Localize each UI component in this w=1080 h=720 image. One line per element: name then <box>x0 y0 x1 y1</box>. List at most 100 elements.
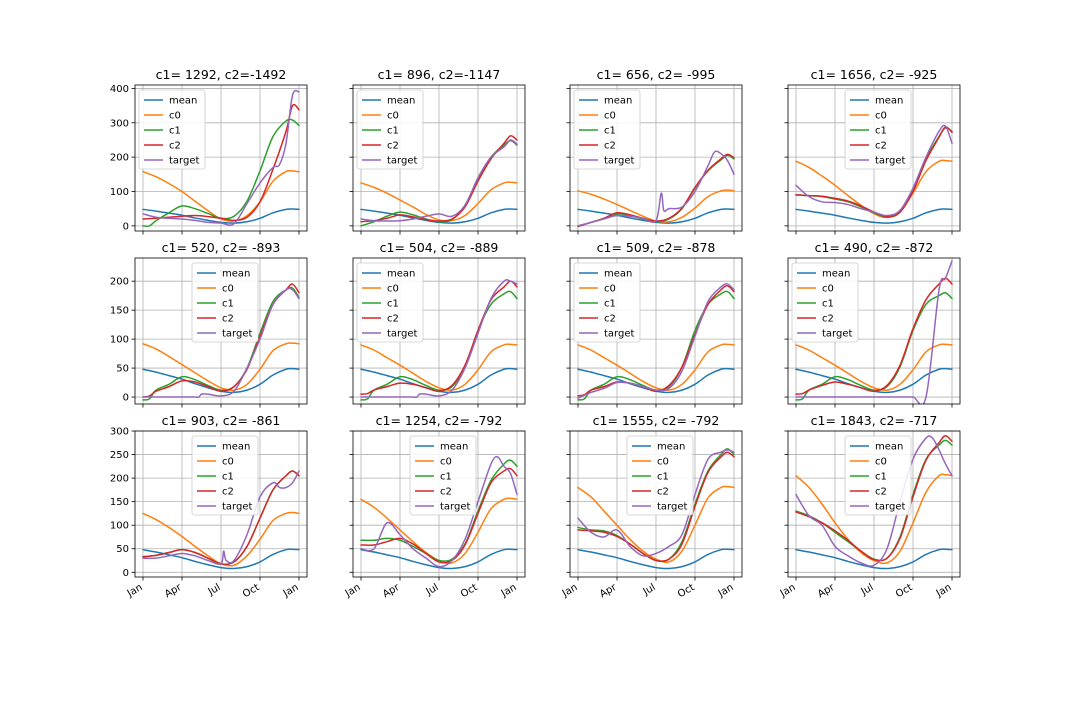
legend: mean c0 c1 c2 target <box>626 435 694 516</box>
legend-label-target: target <box>875 502 905 513</box>
legend-label-c0: c0 <box>875 457 887 468</box>
series-line-target <box>142 470 300 565</box>
series-line-c2 <box>577 451 735 562</box>
series-line-c1 <box>360 290 518 401</box>
legend-frame <box>626 435 694 516</box>
subplot-title: c1= 520, c2= -893 <box>162 240 281 255</box>
subplot-title: c1= 1292, c2=-1492 <box>156 67 287 82</box>
legend-label-c0: c0 <box>387 111 399 122</box>
series-line-c0 <box>795 159 953 219</box>
subplot-title: c1= 1843, c2= -717 <box>811 413 938 428</box>
legend: mean c0 c1 c2 target <box>791 262 859 343</box>
legend-label-c1: c1 <box>604 299 616 310</box>
series-group <box>577 448 735 570</box>
series-line-c1 <box>360 139 518 227</box>
legend-frame <box>844 89 912 170</box>
series-line-target <box>795 124 953 217</box>
legend-label-target: target <box>875 156 905 167</box>
legend-frame <box>356 89 424 170</box>
legend-frame <box>191 435 259 516</box>
y-tick-label: 200 <box>110 153 129 164</box>
legend-label-c0: c0 <box>222 457 234 468</box>
series-line-c0 <box>577 189 735 223</box>
series-line-mean <box>142 367 300 394</box>
series-line-target <box>360 139 518 222</box>
series-line-target <box>577 283 735 399</box>
series-line-mean <box>577 367 735 394</box>
legend-frame <box>573 89 641 170</box>
legend: mean c0 c1 c2 target <box>356 262 424 343</box>
legend-label-c2: c2 <box>875 141 887 152</box>
y-tick-label: 50 <box>116 544 129 555</box>
y-tick-label: 300 <box>110 427 129 438</box>
series-line-mean <box>360 208 518 224</box>
series-group <box>795 434 953 570</box>
y-tick-label: 250 <box>110 450 129 461</box>
legend-label-c2: c2 <box>387 141 399 152</box>
legend-frame <box>138 89 206 170</box>
series-line-target <box>360 279 518 399</box>
series-line-target <box>142 89 300 226</box>
series-group <box>577 283 735 401</box>
subplot-title: c1= 504, c2= -889 <box>380 240 499 255</box>
series-group <box>577 150 735 228</box>
series-group <box>142 283 300 401</box>
y-tick-label: 300 <box>110 118 129 129</box>
y-tick-label: 50 <box>116 364 129 375</box>
legend-label-c0: c0 <box>440 457 452 468</box>
legend-label-c1: c1 <box>222 299 234 310</box>
series-line-mean <box>360 367 518 394</box>
legend-label-mean: mean <box>222 269 250 280</box>
series-line-mean <box>795 548 953 570</box>
series-line-c0 <box>142 169 300 222</box>
legend-label-mean: mean <box>387 96 415 107</box>
subplot-2: c1= 896, c2=-1147 mean c0 c1 c2 target <box>349 67 526 235</box>
subplot-3: c1= 656, c2= -995 mean c0 c1 c2 target <box>566 67 743 235</box>
series-line-target <box>577 150 735 227</box>
legend-frame <box>409 435 477 516</box>
series-line-mean <box>795 208 953 224</box>
subplot-6: c1= 504, c2= -889 mean c0 c1 c2 target <box>349 240 526 408</box>
series-line-c2 <box>360 467 518 564</box>
legend-frame <box>791 262 859 343</box>
subplot-4: c1= 1656, c2= -925 mean c0 c1 c2 target <box>784 67 961 235</box>
legend-frame <box>356 262 424 343</box>
legend-label-c2: c2 <box>822 314 834 325</box>
legend-label-c2: c2 <box>169 141 181 152</box>
legend-label-c1: c1 <box>169 126 181 137</box>
series-group <box>795 260 953 404</box>
legend-label-c1: c1 <box>440 472 452 483</box>
legend-label-c2: c2 <box>875 487 887 498</box>
series-group <box>360 279 518 401</box>
series-line-c2 <box>360 135 518 223</box>
legend-label-target: target <box>387 156 417 167</box>
subplot-title: c1= 490, c2= -872 <box>815 240 934 255</box>
subplot-8: c1= 490, c2= -872 mean c0 c1 c2 target <box>784 240 961 408</box>
legend-label-mean: mean <box>604 96 632 107</box>
series-line-c2 <box>577 153 735 228</box>
legend-label-c1: c1 <box>657 472 669 483</box>
legend-label-c1: c1 <box>875 472 887 483</box>
subplot-title: c1= 656, c2= -995 <box>597 67 716 82</box>
legend-label-c2: c2 <box>222 314 234 325</box>
legend-label-c0: c0 <box>387 284 399 295</box>
legend-label-mean: mean <box>822 269 850 280</box>
legend-label-c1: c1 <box>387 126 399 137</box>
legend-label-c1: c1 <box>875 126 887 137</box>
y-tick-label: 150 <box>110 497 129 508</box>
legend-label-c2: c2 <box>657 487 669 498</box>
legend-label-target: target <box>604 329 634 340</box>
subplot-7: c1= 509, c2= -878 mean c0 c1 c2 target <box>566 240 743 408</box>
legend-label-c0: c0 <box>222 284 234 295</box>
legend-frame <box>191 262 259 343</box>
series-line-target <box>795 435 953 567</box>
legend: mean c0 c1 c2 target <box>409 435 477 516</box>
series-line-mean <box>142 208 300 224</box>
legend: mean c0 c1 c2 target <box>573 89 641 170</box>
subplot-5: 0 50 100 150 200 c1= 520, c2= -893 mean c0 c1 c2 t… <box>110 240 308 408</box>
legend-label-c2: c2 <box>222 487 234 498</box>
series-group <box>142 89 300 227</box>
legend-label-mean: mean <box>875 442 903 453</box>
series-line-target <box>360 456 518 568</box>
